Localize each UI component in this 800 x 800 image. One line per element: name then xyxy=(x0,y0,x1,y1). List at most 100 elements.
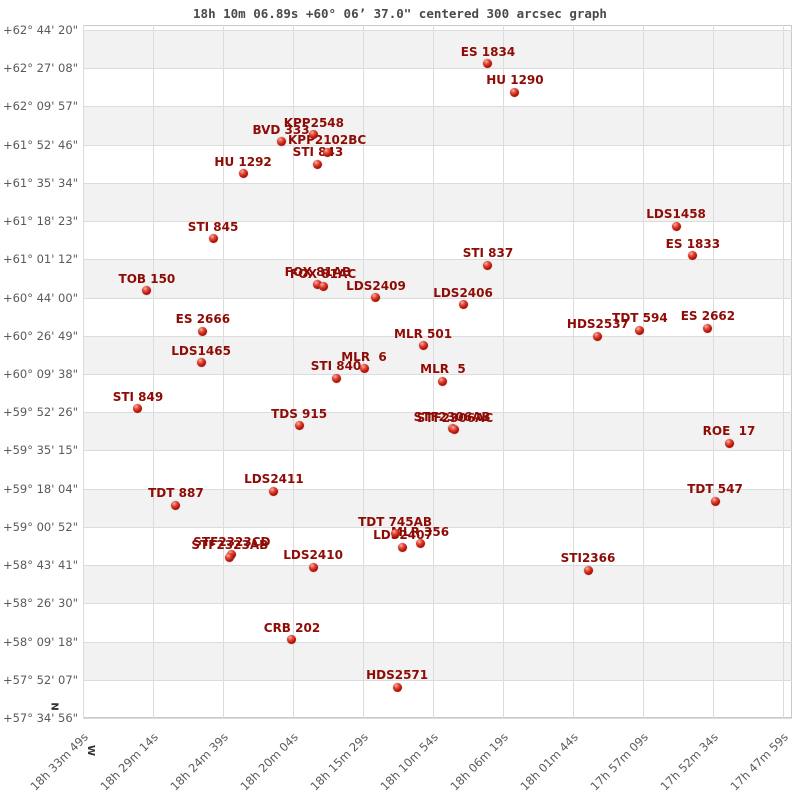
star-point[interactable] xyxy=(371,293,381,303)
row-band xyxy=(84,106,791,145)
star-point[interactable] xyxy=(418,341,428,351)
compass-west-marker: W xyxy=(85,744,97,757)
star-point[interactable] xyxy=(438,376,448,386)
y-tick-label: +62° 27' 08" xyxy=(2,61,78,76)
star-label: STI2366 xyxy=(560,551,616,565)
y-tick-label: +62° 44' 20" xyxy=(2,23,78,37)
star-point[interactable] xyxy=(322,147,332,157)
star-point[interactable] xyxy=(318,281,328,291)
star-point[interactable] xyxy=(392,682,402,692)
star-point[interactable] xyxy=(331,373,341,383)
star-label: KPP2548 xyxy=(283,115,345,130)
y-tick-label: +57° 52' 07" xyxy=(2,672,78,687)
gridline-vertical xyxy=(643,25,644,718)
star-point[interactable] xyxy=(703,323,713,333)
gridline-vertical xyxy=(713,25,714,718)
star-point[interactable] xyxy=(415,539,425,549)
star-point[interactable] xyxy=(133,404,143,414)
gridline-horizontal xyxy=(83,374,792,375)
y-tick-label: +59° 00' 52" xyxy=(2,519,78,534)
star-label: FOX 81AB xyxy=(284,265,352,280)
star-point[interactable] xyxy=(635,325,645,335)
row-band xyxy=(84,488,791,527)
star-label: CRB 202 xyxy=(263,620,321,635)
star-label: ES 2666 xyxy=(175,312,231,326)
star-point[interactable] xyxy=(294,421,304,431)
compass-north-marker: N xyxy=(48,702,60,711)
star-label: HDS2537 xyxy=(566,317,629,331)
row-band xyxy=(84,259,791,298)
star-label: TDT 887 xyxy=(148,486,204,500)
gridline-vertical xyxy=(293,25,294,718)
star-point[interactable] xyxy=(390,529,400,539)
star-point[interactable] xyxy=(171,500,181,510)
star-label: ES 1834 xyxy=(460,44,516,59)
star-label: STF2323CD xyxy=(193,535,271,549)
star-point[interactable] xyxy=(483,260,493,270)
star-label: MLR 6 xyxy=(341,349,387,364)
star-point[interactable] xyxy=(458,300,468,310)
star-label: BVD 333 xyxy=(252,122,310,137)
star-point[interactable] xyxy=(313,159,323,169)
star-label: LDS2407 xyxy=(373,528,433,542)
star-label: LDS2411 xyxy=(244,472,304,486)
gridline-horizontal xyxy=(83,182,792,184)
star-point[interactable] xyxy=(359,364,369,374)
star-label: STF2306AC xyxy=(416,410,494,425)
x-tick-label: 18h 33m 49s xyxy=(27,730,91,794)
gridline-horizontal xyxy=(83,488,792,490)
star-label: STI 837 xyxy=(462,246,514,260)
star-point[interactable] xyxy=(269,486,279,496)
star-point[interactable] xyxy=(208,234,218,244)
star-point[interactable] xyxy=(142,286,152,296)
gridline-horizontal xyxy=(83,679,792,681)
star-point[interactable] xyxy=(483,59,493,69)
star-point[interactable] xyxy=(225,552,235,562)
star-point[interactable] xyxy=(671,221,681,231)
y-tick-label: +59° 18' 04" xyxy=(2,481,78,496)
y-tick-label: +60° 44' 00" xyxy=(2,290,78,305)
gridline-vertical xyxy=(223,25,224,718)
star-point[interactable] xyxy=(313,279,323,289)
star-point[interactable] xyxy=(287,635,297,645)
star-label: LDS2409 xyxy=(346,278,406,293)
star-label: STI 840 xyxy=(310,359,362,373)
star-point[interactable] xyxy=(308,562,318,572)
star-label: STI 845 xyxy=(187,219,239,234)
star-point[interactable] xyxy=(398,542,408,552)
gridline-horizontal xyxy=(83,565,792,567)
gridline-vertical xyxy=(433,25,434,718)
star-point[interactable] xyxy=(710,496,720,506)
star-point[interactable] xyxy=(583,565,593,575)
star-point[interactable] xyxy=(510,87,520,97)
star-label: HDS2571 xyxy=(366,668,429,683)
star-point[interactable] xyxy=(309,130,319,140)
star-label: ES 1833 xyxy=(665,236,721,251)
y-tick-label: +58° 26' 30" xyxy=(2,596,78,611)
star-label: HU 1290 xyxy=(486,73,544,87)
star-point[interactable] xyxy=(238,169,248,179)
star-label: MLR 501 xyxy=(394,326,453,341)
gridline-vertical xyxy=(573,25,574,718)
row-band xyxy=(84,335,791,374)
gridline-vertical xyxy=(83,25,84,718)
gridline-horizontal xyxy=(83,526,792,528)
star-label: ROE 17 xyxy=(702,424,756,438)
star-point[interactable] xyxy=(724,438,734,448)
gridline-horizontal xyxy=(83,144,792,146)
star-point[interactable] xyxy=(198,326,208,336)
star-point[interactable] xyxy=(196,358,206,368)
y-tick-label: +58° 43' 41" xyxy=(2,558,78,573)
chart-title: 18h 10m 06.89s +60° 06’ 37.0" centered 3… xyxy=(193,6,607,21)
star-label: STI 849 xyxy=(112,389,164,404)
row-band xyxy=(84,565,791,604)
star-point[interactable] xyxy=(276,137,286,147)
gridline-horizontal xyxy=(83,259,792,261)
star-point[interactable] xyxy=(450,425,460,435)
star-point[interactable] xyxy=(593,331,603,341)
gridline-vertical xyxy=(153,25,154,718)
star-point[interactable] xyxy=(688,251,698,261)
gridline-horizontal xyxy=(83,68,792,70)
y-tick-label: +62° 09' 57" xyxy=(2,99,78,114)
